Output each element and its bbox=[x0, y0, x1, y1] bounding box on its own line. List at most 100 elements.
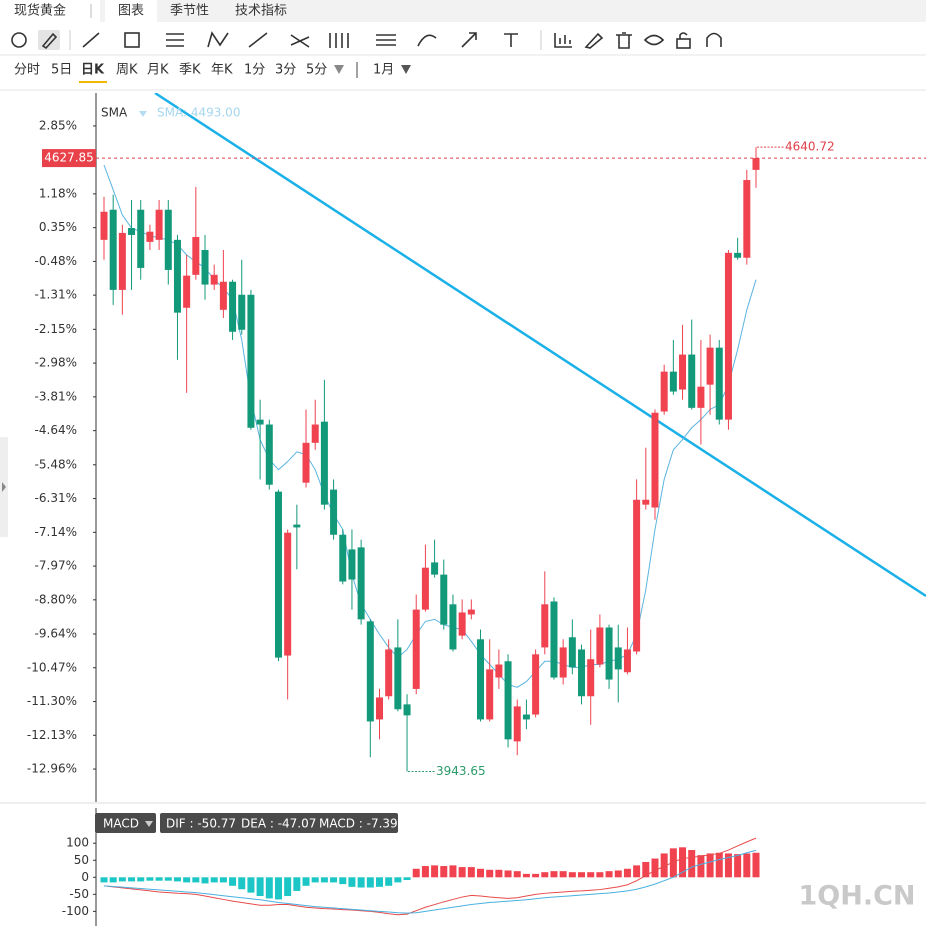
macd-bar bbox=[541, 872, 549, 878]
y-tick-label: -7.97% bbox=[35, 559, 77, 573]
macd-bar bbox=[100, 877, 108, 883]
candle-body bbox=[421, 567, 429, 610]
timeframe[interactable]: 年K bbox=[211, 63, 233, 78]
y-tick-label: -12.96% bbox=[27, 762, 77, 776]
timeframe[interactable]: 5日 bbox=[51, 63, 72, 78]
tool-icon[interactable] bbox=[504, 33, 518, 47]
tool-icon[interactable] bbox=[290, 34, 310, 48]
indicator-selector[interactable] bbox=[95, 813, 156, 833]
macd-bar bbox=[522, 873, 530, 878]
tool-icon bbox=[679, 32, 688, 39]
candle-body bbox=[642, 499, 650, 505]
macd-bar bbox=[210, 877, 218, 883]
macd-bar bbox=[449, 865, 457, 878]
dropdown-arrow[interactable] bbox=[334, 65, 344, 74]
tool-icon[interactable] bbox=[376, 34, 396, 46]
candle-body bbox=[164, 209, 172, 270]
macd-bar bbox=[642, 861, 650, 878]
candle-body bbox=[596, 627, 604, 665]
macd-bar bbox=[293, 877, 301, 891]
tool-icon[interactable] bbox=[676, 38, 691, 49]
y-tick-label: -1.31% bbox=[35, 288, 77, 302]
candle-body bbox=[541, 604, 549, 648]
y-tick-label: -2.15% bbox=[35, 322, 77, 336]
tool-icon[interactable] bbox=[461, 32, 477, 48]
indicator-name: SMA bbox=[101, 106, 128, 120]
tool-icon[interactable] bbox=[643, 34, 665, 46]
candle-body bbox=[669, 371, 677, 392]
candle-body bbox=[568, 637, 576, 668]
y-tick-label: -11.30% bbox=[27, 694, 77, 708]
tool-icon[interactable] bbox=[124, 32, 140, 48]
candle-body bbox=[734, 252, 742, 258]
macd-plot: MACD 100 50 0 -50 -100 DIF : -50.77 DEA : -47.… bbox=[62, 813, 760, 918]
macd-bar bbox=[734, 854, 742, 878]
candle-body bbox=[633, 499, 641, 652]
tool-icon[interactable] bbox=[207, 31, 229, 48]
macd-bar bbox=[403, 877, 411, 881]
candle-body bbox=[265, 424, 273, 485]
macd-bar bbox=[532, 873, 540, 878]
candle-body bbox=[651, 412, 659, 508]
legend-entry: DIF : -50.77 bbox=[166, 817, 236, 831]
macd-bar bbox=[385, 877, 393, 886]
tool-icon[interactable] bbox=[248, 32, 268, 48]
tool-icon[interactable] bbox=[166, 33, 184, 47]
dropdown-arrow[interactable] bbox=[401, 65, 411, 74]
macd-bar bbox=[679, 847, 687, 878]
candle-body bbox=[219, 281, 227, 310]
tool-icon[interactable] bbox=[554, 33, 572, 48]
macd-bar bbox=[715, 852, 723, 878]
tool-icon[interactable] bbox=[41, 32, 58, 50]
candle-body bbox=[173, 239, 181, 313]
indicator-value: SMA: 4493.00 bbox=[157, 106, 240, 120]
tab[interactable]: 季节性 bbox=[170, 4, 209, 19]
y-tick-label: -12.13% bbox=[27, 728, 77, 742]
dropdown-arrow[interactable] bbox=[139, 111, 147, 117]
timeframe[interactable]: 3分 bbox=[275, 63, 296, 78]
candle-body bbox=[431, 562, 439, 575]
candle-body bbox=[706, 347, 714, 385]
tab[interactable]: 图表 bbox=[118, 4, 144, 19]
macd-bar bbox=[137, 877, 145, 882]
tool-icon[interactable] bbox=[82, 32, 100, 48]
tool-icon[interactable] bbox=[11, 32, 27, 48]
candle-body bbox=[513, 706, 521, 742]
tool-icon[interactable] bbox=[616, 32, 632, 49]
tool-icon[interactable] bbox=[329, 33, 349, 48]
y-tick-label: -50 bbox=[69, 887, 89, 901]
candle-body bbox=[330, 489, 338, 535]
timeframe[interactable]: 季K bbox=[179, 63, 201, 78]
candle-body bbox=[357, 547, 365, 620]
tool-icon[interactable] bbox=[584, 32, 604, 49]
candle-body bbox=[724, 252, 732, 420]
candle-body bbox=[467, 609, 475, 615]
candle-body bbox=[128, 228, 136, 235]
macd-bar bbox=[614, 870, 622, 878]
candle-body bbox=[348, 549, 356, 580]
last-price-box bbox=[42, 149, 96, 168]
candle-body bbox=[210, 274, 218, 285]
timeframe[interactable]: 周K bbox=[116, 63, 138, 78]
range-selector[interactable]: 1月 bbox=[373, 63, 394, 78]
candle-body bbox=[375, 697, 383, 720]
y-tick-label: 0.35% bbox=[39, 220, 77, 234]
candle-body bbox=[109, 209, 117, 290]
candle-body bbox=[339, 534, 347, 582]
macd-bar bbox=[578, 872, 586, 878]
timeframe[interactable]: 日K bbox=[81, 63, 105, 78]
y-tick-label: -10.47% bbox=[27, 660, 77, 674]
timeframe[interactable]: 月K bbox=[147, 63, 169, 78]
tool-icon[interactable] bbox=[417, 34, 437, 47]
macd-bar bbox=[688, 850, 696, 878]
timeframe[interactable]: 1分 bbox=[244, 63, 265, 78]
tab[interactable]: 技术指标 bbox=[235, 4, 287, 19]
timeframe-bar: 分时 5日 日K 周K 月K 季K 年K 1分 3分 5分 bbox=[14, 63, 327, 83]
candle-body bbox=[293, 524, 301, 528]
macd-bar bbox=[651, 858, 659, 878]
timeframe[interactable]: 分时 bbox=[14, 63, 40, 78]
tool-icon[interactable] bbox=[706, 32, 722, 48]
timeframe[interactable]: 5分 bbox=[306, 63, 327, 78]
y-tick-label: 50 bbox=[74, 853, 89, 867]
candle-body bbox=[412, 609, 420, 689]
